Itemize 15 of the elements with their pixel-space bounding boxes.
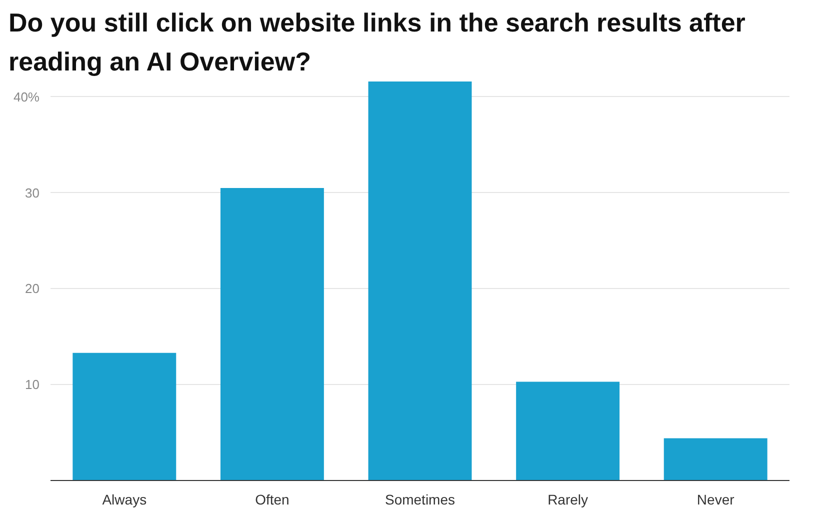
x-tick-label: Never bbox=[696, 492, 735, 508]
y-tick-label: 10 bbox=[25, 377, 40, 392]
bar bbox=[664, 438, 768, 480]
y-tick-label: 40% bbox=[13, 89, 40, 104]
x-tick-label: Rarely bbox=[548, 492, 588, 508]
x-tick-label: Always bbox=[102, 492, 147, 508]
bar bbox=[220, 188, 324, 480]
chart-title: Do you still click on website links in the search results after reading an AI Overview? bbox=[8, 8, 746, 76]
y-tick-label: 30 bbox=[25, 185, 40, 200]
y-tick-label: 20 bbox=[25, 281, 40, 296]
bar bbox=[516, 382, 620, 480]
bar bbox=[368, 82, 472, 480]
x-tick-label: Sometimes bbox=[384, 492, 456, 508]
bar bbox=[72, 352, 176, 480]
x-tick-label: Often bbox=[255, 492, 290, 508]
